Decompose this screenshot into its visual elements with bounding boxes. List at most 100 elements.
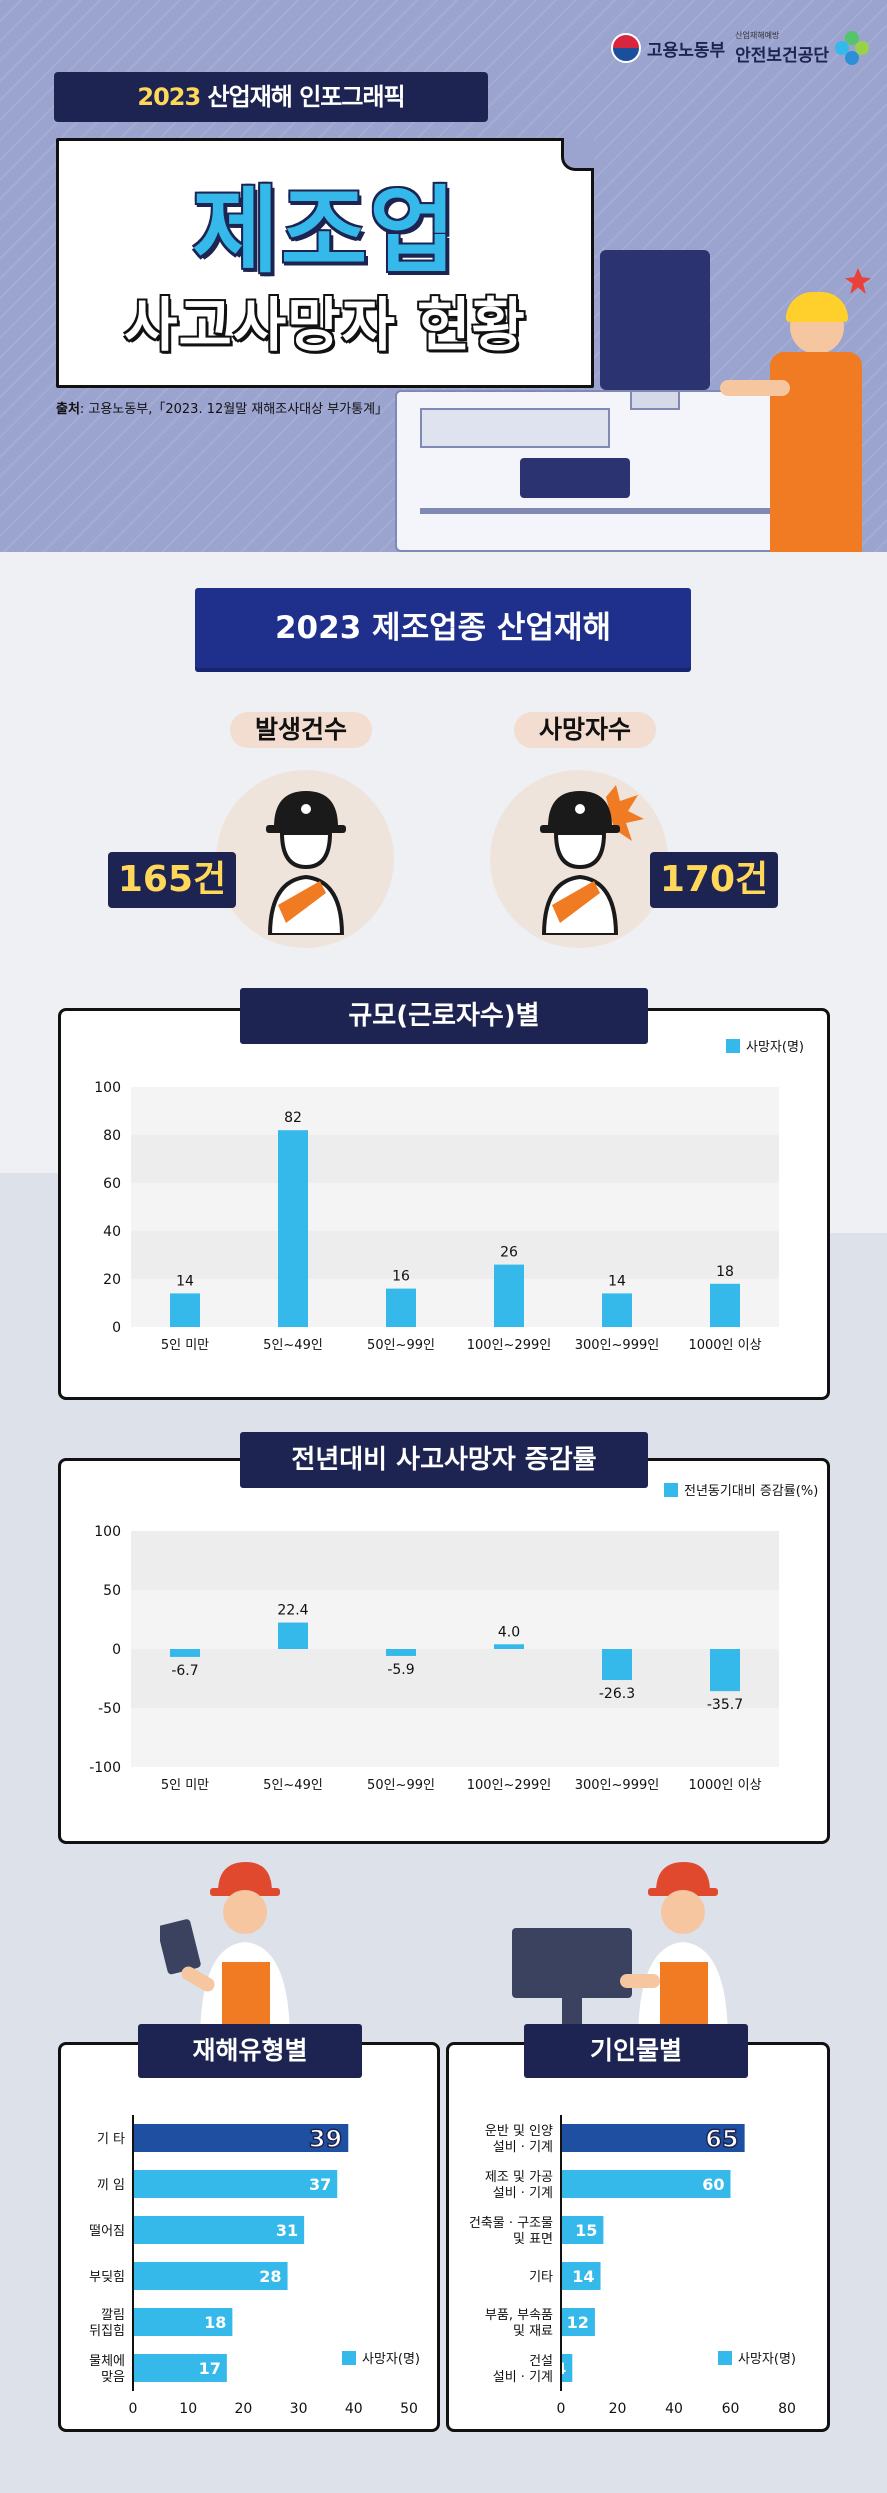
grid-band	[131, 1531, 779, 1590]
chart-panel-size: 0 20 40 60 80 100 14 5인 미만 82 5인~49인 16 50인~99인 26 10…	[58, 1008, 830, 1400]
chart-type-title: 재해유형별	[138, 2024, 362, 2078]
y-tick-label: 운반 및 인양	[485, 2124, 553, 2139]
y-tick-label: 설비 · 기계	[493, 2140, 553, 2155]
bar-value-label: 39	[309, 2125, 342, 2153]
bar-value-label: 22.4	[277, 1603, 308, 1619]
legend-swatch	[664, 1482, 678, 1497]
logo-bar: 고용노동부 산업재해예방 안전보건공단	[610, 30, 869, 66]
chart-change-title: 전년대비 사고사망자 증감률	[240, 1432, 648, 1488]
bar	[278, 1622, 308, 1649]
bar	[386, 1649, 416, 1656]
tag-text: 산업재해 인포그래픽	[207, 83, 406, 111]
summary-section-title: 2023 제조업종 산업재해	[195, 588, 691, 668]
y-tick-label: 끼 임	[97, 2178, 125, 2193]
y-tick-label: 0	[112, 1642, 121, 1658]
y-tick-label: 50	[103, 1583, 121, 1599]
legend-swatch	[342, 2350, 356, 2365]
chart-panel-type: 39 기 타 37 끼 임 31 떨어짐 28 부딪힘 18 깔림 뒤집힘 17 물체에 맞음 0 10 20 3…	[58, 2042, 440, 2432]
legend-label: 사망자(명)	[362, 2352, 420, 2367]
bar-value-label: -6.7	[171, 1663, 198, 1679]
bar	[133, 2308, 233, 2336]
y-tick-label: -50	[98, 1701, 121, 1717]
bar	[133, 2124, 349, 2152]
page-title-main: 제조업	[192, 177, 458, 286]
bar	[561, 2354, 573, 2382]
injured-worker-icon	[260, 785, 352, 939]
x-tick-label: 50	[400, 2401, 418, 2417]
y-tick-label: 건설	[529, 2354, 553, 2369]
y-tick-label: 부딪힘	[89, 2270, 125, 2285]
bar	[710, 1283, 740, 1327]
machine-screen	[520, 458, 630, 498]
grid-band	[131, 1590, 779, 1649]
y-tick-label: 깔림	[101, 2308, 125, 2323]
legend-label: 사망자(명)	[746, 1040, 804, 1055]
bar	[494, 1264, 524, 1327]
chart-change-svg: -100 -50 0 50 100 -6.7 5인 미만 22.4 5인~49인 -5.9 50인~…	[89, 1524, 779, 1793]
bar-value-label: 18	[204, 2313, 226, 2332]
x-tick-label: 1000인 이상	[688, 1338, 761, 1353]
infographic-tag: 2023 산업재해 인포그래픽	[54, 72, 488, 122]
bar	[602, 1649, 632, 1681]
x-tick-label: 100인~299인	[467, 1338, 551, 1353]
title-card: 제조업 사고사망자 현황	[56, 138, 594, 388]
bar	[170, 1293, 200, 1327]
source-label: 출처	[56, 402, 80, 417]
alert-burst-icon	[845, 268, 871, 294]
y-tick-label: 기 타	[97, 2132, 125, 2147]
x-tick-label: 1000인 이상	[688, 1778, 761, 1793]
bar-value-label: 82	[284, 1110, 302, 1126]
y-tick-label: 및 표면	[513, 2232, 553, 2247]
bar-value-label: -26.3	[599, 1686, 635, 1702]
y-tick-label: -100	[89, 1760, 121, 1776]
x-tick-label: 40	[665, 2401, 683, 2417]
bar	[133, 2170, 338, 2198]
hero-banner: 2023 산업재해 인포그래픽 고용노동부 산업재해예방 안전보건공단 제조업 …	[0, 0, 887, 552]
x-tick-label: 5인 미만	[161, 1338, 209, 1353]
machine-stripe	[420, 508, 780, 514]
chart-size-legend: 사망자(명)	[726, 1036, 804, 1055]
bar	[602, 1293, 632, 1327]
bar-value-label: 18	[716, 1264, 734, 1280]
bar-value-label: 16	[392, 1269, 410, 1285]
legend-swatch	[718, 2350, 732, 2365]
grid-band	[131, 1649, 779, 1708]
y-tick-label: 설비 · 기계	[493, 2186, 553, 2201]
hard-hat-icon	[786, 292, 848, 322]
y-tick-label: 20	[103, 1272, 121, 1288]
x-tick-label: 100인~299인	[467, 1778, 551, 1793]
source-note: 출처: 고용노동부,「2023. 12월말 재해조사대상 부가통계」	[56, 398, 388, 417]
bar-value-label: 14	[608, 1273, 626, 1289]
y-tick-label: 물체에	[89, 2354, 125, 2369]
bar	[278, 1130, 308, 1327]
source-text: : 고용노동부,「2023. 12월말 재해조사대상 부가통계」	[79, 402, 389, 417]
chart-size-svg: 0 20 40 60 80 100 14 5인 미만 82 5인~49인 16 50인~99인 26 10…	[94, 1080, 779, 1353]
kosha-logo-text: 안전보건공단	[735, 46, 829, 66]
y-tick-label: 60	[103, 1176, 121, 1192]
bar-value-label: -35.7	[707, 1697, 743, 1713]
grid-band	[131, 1279, 779, 1327]
grid-band	[131, 1183, 779, 1231]
grid-band	[131, 1087, 779, 1135]
bar	[494, 1644, 524, 1649]
y-tick-label: 부품, 부속품	[485, 2308, 553, 2323]
chart-size-title: 규모(근로자수)별	[240, 988, 648, 1044]
bar-value-label: 15	[575, 2221, 597, 2240]
worker-arm	[720, 380, 790, 396]
bar-value-label: 14	[176, 1273, 194, 1289]
y-tick-label: 40	[103, 1224, 121, 1240]
grid-band	[131, 1135, 779, 1183]
y-tick-label: 맞음	[101, 2370, 125, 2385]
bar-value-label: 37	[309, 2175, 331, 2194]
chart-change-legend: 전년동기대비 증감률(%)	[664, 1480, 818, 1499]
incidents-value: 165건	[108, 852, 236, 908]
worker-tablet-illustration	[157, 1862, 320, 2046]
x-tick-label: 30	[290, 2401, 308, 2417]
deaths-value: 170건	[650, 852, 778, 908]
x-tick-label: 40	[345, 2401, 363, 2417]
taegeuk-icon	[610, 33, 641, 63]
worker-monitor-illustration	[508, 1862, 758, 2046]
bar	[386, 1288, 416, 1327]
x-tick-label: 10	[179, 2401, 197, 2417]
